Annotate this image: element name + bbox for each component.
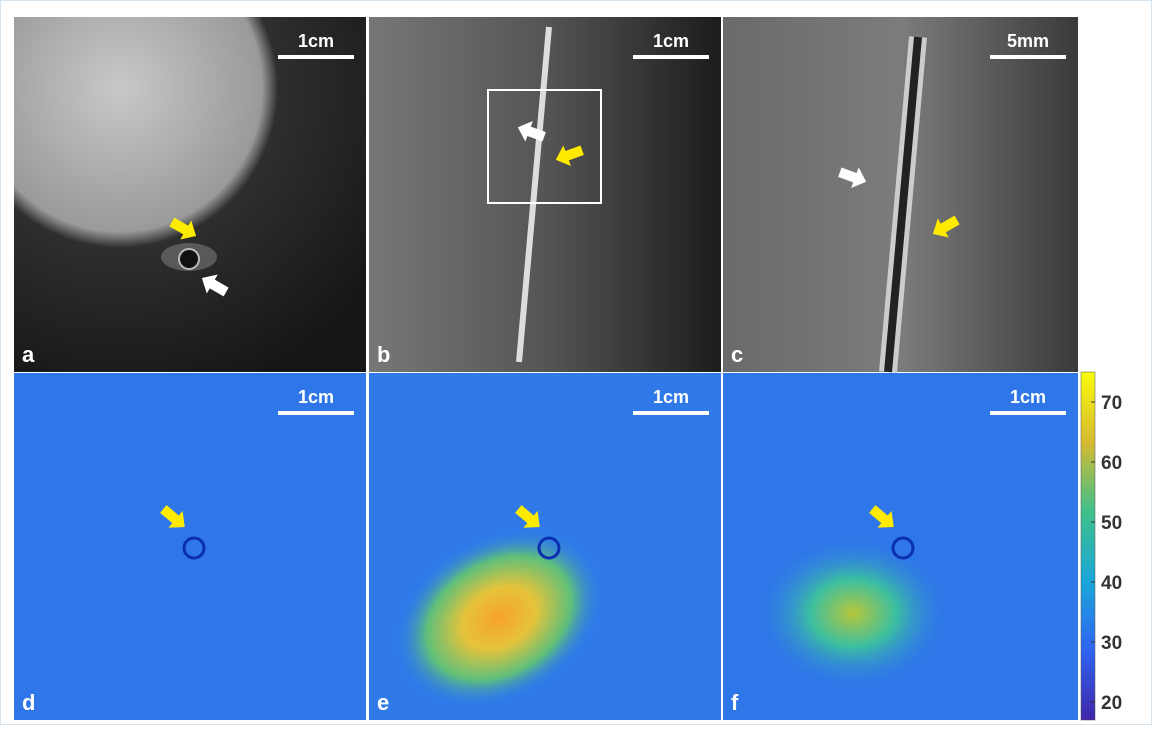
colorbar-tick-label: 20 [1101, 693, 1122, 714]
colorbar-tick-label: 40 [1101, 573, 1122, 594]
hotspot [758, 538, 948, 688]
scale-bar-label: 5mm [1007, 31, 1049, 51]
colorbar-tick-label: 60 [1101, 453, 1122, 474]
panel: c 5mm [723, 17, 1078, 372]
panel: d 1cm [14, 373, 366, 720]
panel-label: c [731, 342, 743, 367]
panel-label: d [22, 690, 35, 715]
panel: b 1cm [369, 17, 721, 372]
device [179, 249, 199, 269]
colorbar-tick-label: 50 [1101, 513, 1122, 534]
panel: e 1cm [364, 373, 721, 725]
scale-bar-label: 1cm [298, 31, 334, 51]
scale-bar-label: 1cm [298, 387, 334, 407]
colorbar-tick-label: 70 [1101, 393, 1122, 414]
panel-label: a [22, 342, 35, 367]
colorbar-gradient [1081, 372, 1095, 720]
panel-label: f [731, 690, 739, 715]
panel-image [14, 373, 366, 720]
panel: a 1cm [14, 17, 366, 372]
panel: f 1cm [723, 373, 1078, 720]
panels: a 1cm b 1cm c 5mm d 1cm e 1cm f 1cm [14, 17, 1078, 725]
panel-label: b [377, 342, 390, 367]
scale-bar-label: 1cm [653, 387, 689, 407]
scale-bar-label: 1cm [1010, 387, 1046, 407]
panel-label: e [377, 690, 389, 715]
scale-bar-label: 1cm [653, 31, 689, 51]
figure: a 1cm b 1cm c 5mm d 1cm e 1cm f 1cm 20 30 40 50 60 70 [0, 0, 1152, 725]
panel-image [14, 17, 366, 372]
colorbar-tick-label: 30 [1101, 633, 1122, 654]
